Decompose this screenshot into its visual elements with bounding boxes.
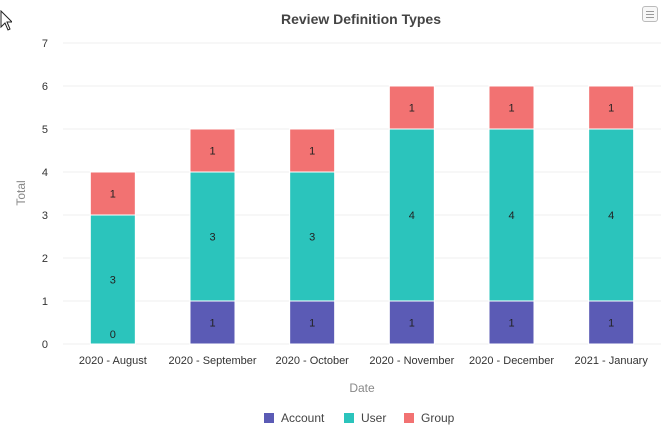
data-label-user: 3	[309, 232, 315, 244]
bar-segment-group[interactable]	[488, 85, 535, 130]
y-tick-label: 4	[42, 167, 48, 179]
legend-swatch-group[interactable]	[404, 413, 414, 423]
chart-title: Review Definition Types	[281, 11, 441, 27]
y-tick-label: 7	[42, 38, 48, 50]
data-label-user: 3	[209, 232, 215, 244]
data-label-account: 1	[209, 318, 215, 330]
data-label-group: 1	[309, 146, 315, 158]
x-axis-label: Date	[349, 381, 375, 395]
data-label-account: 1	[508, 318, 514, 330]
x-tick-label: 2020 - October	[275, 355, 349, 367]
x-tick-label: 2020 - September	[168, 355, 256, 367]
bar-segment-account[interactable]	[289, 300, 336, 345]
data-label-group: 1	[110, 189, 116, 201]
data-label-account: 1	[409, 318, 415, 330]
bar-segment-user[interactable]	[289, 171, 336, 302]
y-tick-label: 0	[42, 339, 48, 351]
bar-segment-user[interactable]	[488, 128, 535, 302]
data-label-user: 3	[110, 275, 116, 287]
legend-label-account[interactable]: Account	[281, 411, 325, 425]
data-label-account: 1	[608, 318, 614, 330]
y-axis-label: Total	[14, 180, 28, 205]
legend-swatch-account[interactable]	[264, 413, 274, 423]
bar-segment-user[interactable]	[388, 128, 435, 302]
legend-label-group[interactable]: Group	[421, 411, 455, 425]
x-tick-label: 2020 - December	[469, 355, 554, 367]
x-tick-label: 2020 - November	[369, 355, 454, 367]
bar-segment-group[interactable]	[189, 128, 236, 173]
mouse-cursor-icon	[0, 10, 12, 31]
data-label-account: 0	[110, 329, 116, 341]
y-tick-label: 3	[42, 210, 48, 222]
legend-swatch-user[interactable]	[344, 413, 354, 423]
data-label-user: 4	[508, 210, 514, 222]
bar-segment-group[interactable]	[89, 171, 136, 216]
data-label-group: 1	[508, 103, 514, 115]
chart-menu-button[interactable]	[642, 6, 658, 22]
data-label-group: 1	[409, 103, 415, 115]
bar-segment-group[interactable]	[388, 85, 435, 130]
data-label-user: 4	[608, 210, 614, 222]
bar-segment-account[interactable]	[488, 300, 535, 345]
y-tick-label: 1	[42, 296, 48, 308]
bar-segment-account[interactable]	[588, 300, 635, 345]
bar-segment-group[interactable]	[588, 85, 635, 130]
legend-label-user[interactable]: User	[361, 411, 386, 425]
data-label-account: 1	[309, 318, 315, 330]
x-tick-label: 2020 - August	[79, 355, 147, 367]
data-label-user: 4	[409, 210, 415, 222]
bar-segment-user[interactable]	[588, 128, 635, 302]
bar-segment-group[interactable]	[289, 128, 336, 173]
y-tick-label: 2	[42, 253, 48, 265]
data-label-group: 1	[608, 103, 614, 115]
data-label-group: 1	[209, 146, 215, 158]
y-tick-label: 6	[42, 81, 48, 93]
y-tick-label: 5	[42, 124, 48, 136]
x-tick-label: 2021 - January	[574, 355, 648, 367]
